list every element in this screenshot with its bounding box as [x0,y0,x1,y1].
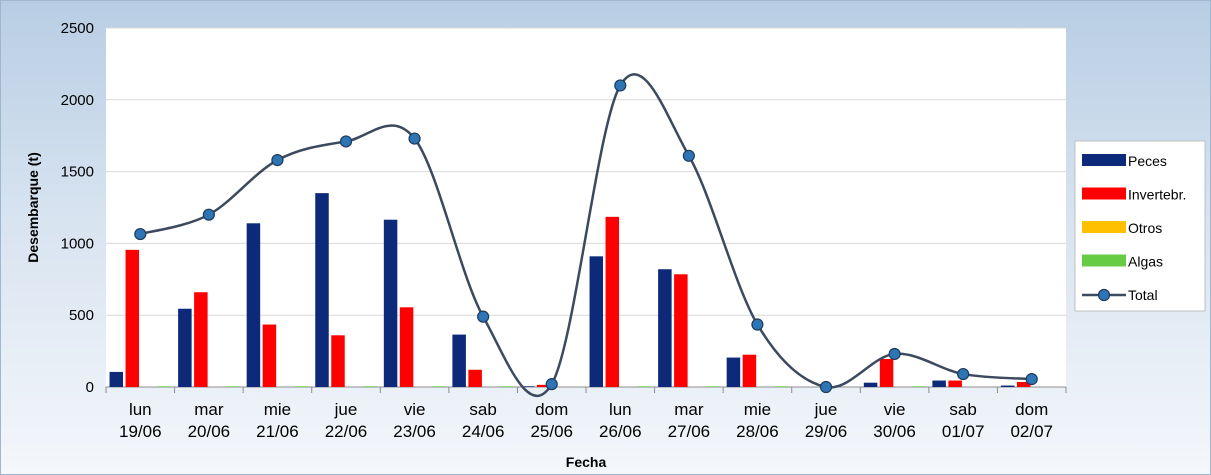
x-tick-label-date: 26/06 [599,422,642,441]
x-tick-label-date: 30/06 [873,422,916,441]
bar-invertebr [674,274,688,387]
x-tick-label-date: 19/06 [119,422,162,441]
bar-peces [452,334,466,387]
bar-algas [911,386,926,387]
y-tick-label: 2500 [61,20,94,37]
x-tick-label-date: 29/06 [805,422,848,441]
legend-label: Peces [1128,153,1167,169]
legend-swatch-total-marker [1097,288,1111,302]
bar-peces [589,256,604,387]
bar-peces [726,357,741,387]
y-tick-label: 1000 [61,235,94,252]
bar-peces [1000,385,1015,387]
bar-peces [246,223,261,387]
bar-invertebr [536,384,551,387]
y-tick-label: 0 [86,379,94,396]
total-marker [134,227,147,241]
x-tick-label-day: dom [535,400,568,419]
total-marker [682,149,695,162]
x-tick-label-day: vie [404,400,426,419]
total-marker [614,79,627,92]
x-tick-label-date: 25/06 [530,422,573,441]
legend-swatch-peces [1082,154,1126,166]
bar-invertebr [879,358,894,387]
y-tick-label: 1500 [61,164,94,181]
x-tick-label-day: jue [814,400,838,419]
bar-peces [109,371,124,387]
x-tick-label-day: mar [194,400,224,419]
bar-peces [315,193,329,387]
total-marker [408,132,421,145]
bar-invertebr [1016,381,1031,387]
bar-algas [157,386,172,387]
legend-swatch-invertebr [1082,187,1126,200]
bar-peces [863,382,878,387]
bar-invertebr [948,380,962,387]
bar-algas [637,386,652,387]
total-marker [751,318,764,331]
total-marker [819,380,833,394]
legend-label: Algas [1128,254,1163,270]
bar-invertebr [194,292,208,387]
y-tick-label: 500 [69,307,94,324]
legend-swatch-algas [1082,254,1126,267]
total-marker [888,347,901,361]
bar-invertebr [262,324,277,387]
x-tick-label-date: 20/06 [188,422,231,441]
x-tick-label-day: sab [469,400,496,419]
bar-invertebr [331,335,345,387]
y-axis-title: Desembarque (t) [25,152,41,262]
x-tick-label-date: 27/06 [668,422,711,441]
x-tick-label-day: mar [674,400,704,419]
total-marker [271,154,284,167]
total-marker [339,135,353,148]
bar-invertebr [742,354,757,387]
legend-label: Invertebr. [1128,187,1186,203]
bar-peces [520,386,535,387]
x-tick-label-day: mie [744,400,771,419]
total-marker [202,208,215,221]
total-marker [477,310,490,323]
x-tick-label-day: sab [949,400,976,419]
bar-algas [431,386,446,387]
total-marker [545,378,558,391]
x-tick-label-day: lun [609,400,632,419]
bar-peces [383,219,398,387]
x-tick-label-day: jue [334,400,358,419]
bar-algas [294,386,309,387]
x-tick-label-date: 22/06 [325,422,368,441]
x-tick-label-day: dom [1015,400,1048,419]
bar-invertebr [605,216,620,387]
x-tick-label-date: 01/07 [942,422,985,441]
x-tick-label-date: 02/07 [1010,422,1053,441]
x-tick-label-date: 24/06 [462,422,505,441]
bar-invertebr [399,307,414,387]
bar-peces [932,380,946,387]
bar-algas [500,386,514,387]
legend-label: Total [1128,287,1158,303]
x-tick-label-day: mie [264,400,291,419]
x-tick-label-date: 28/06 [736,422,779,441]
x-tick-label-date: 23/06 [393,422,436,441]
total-marker [1025,373,1038,386]
total-line [139,73,1032,398]
x-tick-label-day: lun [129,400,152,419]
bar-algas [774,386,789,387]
bar-peces [178,308,192,387]
bar-algas [706,386,720,387]
bar-invertebr [125,249,140,387]
bar-peces [658,269,672,387]
x-tick-label-date: 21/06 [256,422,299,441]
x-axis-title: Fecha [566,454,607,470]
bar-algas [226,386,240,387]
legend-label: Otros [1128,220,1162,236]
y-tick-label: 2000 [61,92,94,109]
bar-invertebr [468,369,482,387]
bar-algas [363,386,377,387]
total-marker [957,367,970,381]
legend-swatch-otros [1082,221,1126,233]
x-tick-label-day: vie [884,400,906,419]
